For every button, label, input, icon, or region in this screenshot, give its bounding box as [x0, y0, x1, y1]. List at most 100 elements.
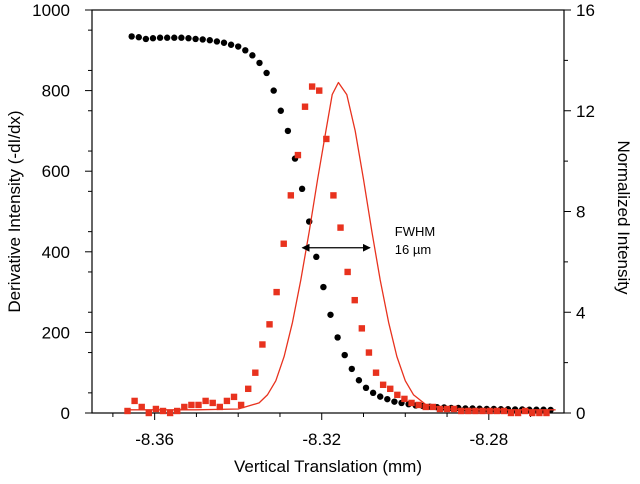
- intensity-point: [128, 33, 135, 40]
- intensity-point: [384, 395, 391, 403]
- intensity-point: [234, 43, 242, 50]
- intensity-point: [142, 35, 150, 43]
- intensity-point: [220, 39, 228, 46]
- derivative-point: [401, 395, 408, 403]
- y-axis-right-title: Normalized Intensity: [614, 140, 633, 295]
- y-left-tick-label: 400: [42, 243, 70, 262]
- derivative-point: [387, 385, 394, 393]
- intensity-point: [199, 36, 206, 43]
- y-right-tick-label: 16: [576, 1, 595, 20]
- derivative-point: [301, 103, 309, 110]
- derivative-point: [273, 288, 280, 296]
- y-left-tick-label: 800: [42, 82, 70, 101]
- intensity-point: [263, 69, 270, 77]
- derivative-point: [507, 409, 515, 417]
- derivative-point: [216, 403, 224, 411]
- derivative-point: [351, 296, 358, 304]
- derivative-point: [521, 407, 529, 415]
- derivative-point: [138, 403, 145, 411]
- y-right-tick-label: 0: [576, 404, 585, 423]
- derivative-point: [223, 397, 231, 405]
- intensity-point: [135, 34, 142, 41]
- intensity-point: [206, 37, 213, 44]
- derivative-point: [152, 405, 160, 413]
- y-right-tick-label: 8: [576, 203, 585, 222]
- intensity-point: [242, 47, 249, 54]
- intensity-point: [334, 334, 341, 341]
- derivative-point: [394, 391, 401, 399]
- intensity-point: [391, 398, 398, 405]
- axis-tick-labels: -8.36 -8.32 -8.28 0 200 400 600 800 1000 0 4 8 12 16: [32, 1, 595, 449]
- derivative-point: [472, 407, 479, 415]
- fwhm-value: 16 µm: [395, 242, 431, 257]
- fit-curve: [129, 81, 556, 411]
- y-left-tick-label: 200: [42, 323, 70, 342]
- intensity-point: [163, 34, 171, 41]
- intensity-point: [341, 351, 348, 359]
- intensity-point: [185, 35, 192, 42]
- derivative-point: [294, 151, 302, 159]
- derivative-point: [372, 369, 380, 376]
- derivative-point: [344, 268, 351, 276]
- derivative-point: [543, 409, 550, 417]
- intensity-point: [156, 34, 164, 41]
- intensity-point: [313, 253, 320, 261]
- x-tick-label: -8.28: [469, 430, 508, 449]
- derivative-point: [379, 381, 387, 388]
- y-left-tick-label: 0: [61, 404, 70, 423]
- derivative-point: [500, 407, 508, 415]
- fwhm-label: FWHM: [395, 224, 435, 239]
- x-tick-label: -8.32: [302, 430, 341, 449]
- intensity-point: [348, 365, 356, 373]
- intensity-point: [270, 87, 277, 94]
- derivative-point: [358, 325, 366, 332]
- derivative-point: [124, 407, 131, 415]
- derivative-point: [237, 401, 245, 409]
- derivative-point: [316, 87, 323, 94]
- intensity-point: [171, 34, 178, 41]
- intensity-point: [298, 185, 306, 193]
- intensity-point: [227, 41, 235, 48]
- derivative-point: [159, 407, 167, 415]
- derivative-point: [514, 409, 522, 417]
- y-left-tick-label: 1000: [32, 1, 70, 20]
- derivative-point: [174, 407, 181, 415]
- x-axis-title: Vertical Translation (mm): [234, 457, 422, 476]
- derivative-point: [337, 224, 344, 231]
- intensity-point: [369, 389, 377, 397]
- derivative-point: [429, 403, 437, 411]
- data-series: [124, 33, 556, 417]
- axis-ticks: [85, 9, 571, 420]
- derivative-point: [266, 321, 273, 328]
- derivative-point: [280, 240, 287, 247]
- derivative-point: [365, 349, 373, 356]
- derivative-point: [308, 83, 316, 90]
- derivative-point: [230, 393, 238, 401]
- intensity-point: [362, 384, 370, 392]
- derivative-point: [166, 409, 174, 417]
- derivative-point: [181, 403, 188, 411]
- derivative-point: [287, 192, 295, 199]
- derivative-point: [465, 407, 472, 415]
- derivative-point: [408, 399, 415, 407]
- derivative-point: [330, 192, 337, 199]
- intensity-point: [327, 311, 334, 318]
- y-axis-left-title: Derivative Intensity (-dI/dx): [5, 110, 24, 312]
- intensity-point: [256, 59, 263, 67]
- intensity-point: [178, 34, 185, 41]
- derivative-point: [202, 397, 209, 405]
- derivative-point: [323, 135, 330, 143]
- derivative-point: [458, 407, 465, 415]
- intensity-point: [377, 393, 384, 400]
- y-right-tick-label: 4: [576, 303, 585, 322]
- y-left-tick-label: 600: [42, 162, 70, 181]
- intensity-point: [284, 127, 292, 135]
- derivative-point: [245, 385, 252, 393]
- derivative-point: [259, 341, 266, 348]
- derivative-point: [529, 409, 536, 417]
- intensity-point: [192, 35, 199, 43]
- derivative-point: [252, 369, 259, 376]
- intensity-point: [355, 377, 363, 384]
